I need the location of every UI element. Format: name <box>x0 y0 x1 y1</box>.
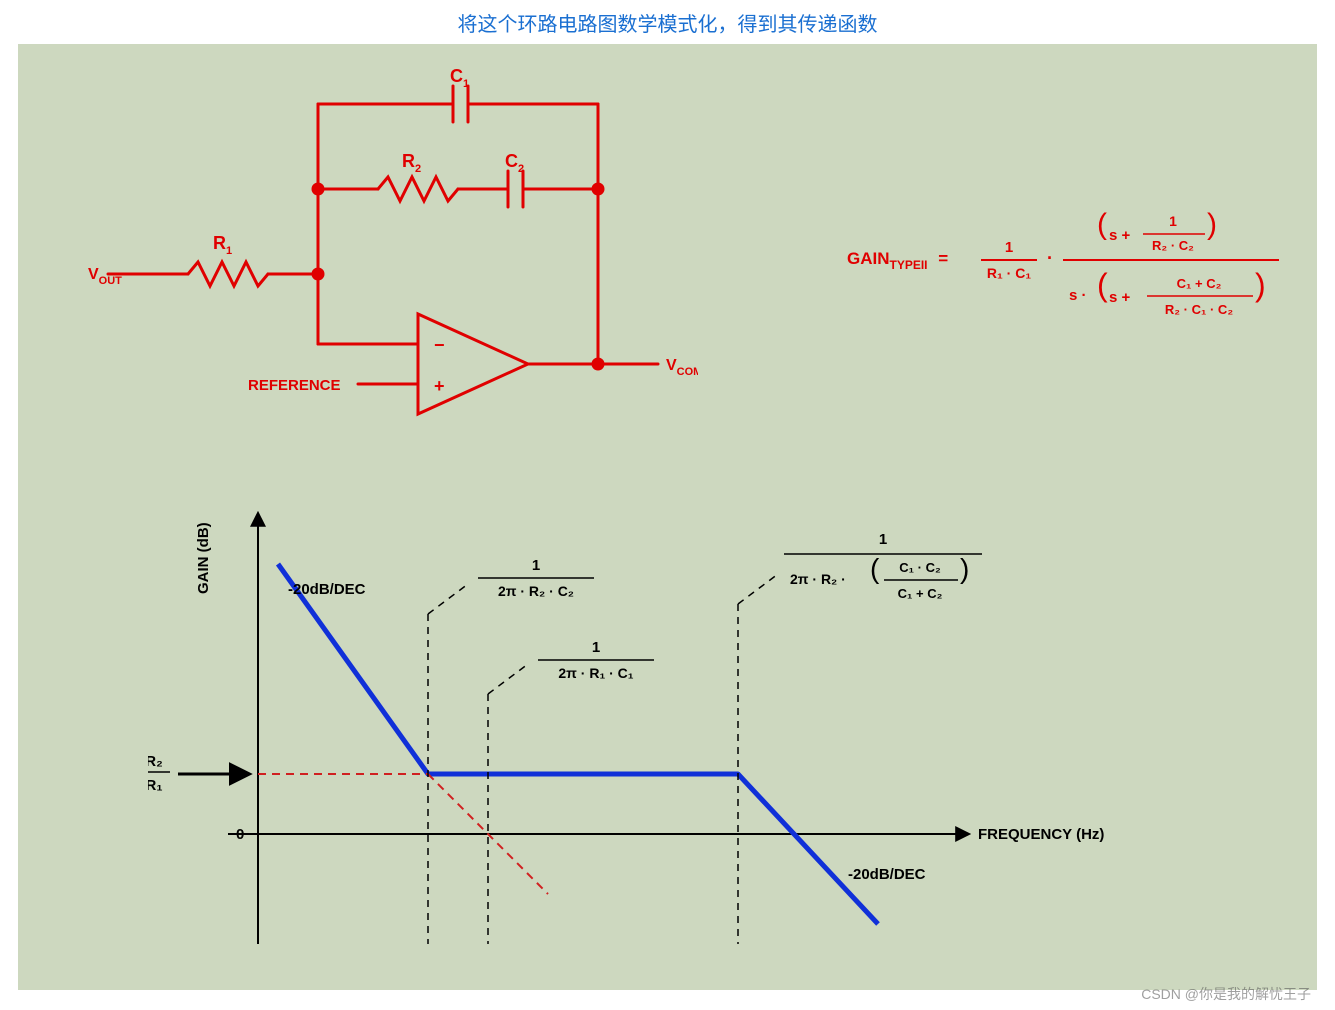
vout-sub: OUT <box>99 275 123 287</box>
svg-text:GAINTYPEII =: GAINTYPEII = <box>847 249 948 273</box>
origin-freq-num: 1 <box>592 639 600 656</box>
term1-den: R₁ · C₁ <box>987 265 1031 281</box>
pole-frac-num: C₁ · C₂ <box>899 560 941 575</box>
num-frac-num: 1 <box>1169 213 1177 229</box>
r2-sub: 2 <box>415 163 421 175</box>
den-frac-num: C₁ + C₂ <box>1177 276 1222 291</box>
gain-eq: = <box>938 249 948 268</box>
svg-text:(: ( <box>870 553 880 584</box>
svg-text:): ) <box>1207 208 1217 241</box>
c2-label: C <box>505 151 518 171</box>
origin-freq-den: 2π · R₁ · C₁ <box>558 665 633 681</box>
gain-formula: GAINTYPEII = 1 R₁ · C₁ · ( s + 1 R₂ · C₂… <box>847 164 1287 354</box>
vout-label: V <box>88 266 99 283</box>
gain-lhs-sub: TYPEII <box>890 258 928 272</box>
page-title: 将这个环路电路图数学模式化，得到其传递函数 <box>0 8 1335 37</box>
r2-label: R <box>402 151 415 171</box>
zero-freq-num: 1 <box>532 557 540 574</box>
svg-text:(: ( <box>1097 267 1108 303</box>
svg-text:R2: R2 <box>402 151 421 175</box>
vcomp-label: V <box>666 357 677 374</box>
slope-left: -20dB/DEC <box>288 581 366 598</box>
bode-plot: GAIN (dB) FREQUENCY (Hz) 0 -20dB/ <box>148 504 1248 974</box>
svg-text:): ) <box>1255 267 1266 303</box>
den-frac-den: R₂ · C₁ · C₂ <box>1165 302 1233 317</box>
circuit-diagram: − + VOUT R1 R2 C1 C2 REFERENCE VCOMP <box>58 54 698 434</box>
reference-label: REFERENCE <box>248 377 341 394</box>
svg-text:VOUT: VOUT <box>88 266 122 287</box>
gain-dot: · <box>1047 248 1053 268</box>
slope-right: -20dB/DEC <box>848 866 926 883</box>
svg-text:R1: R1 <box>213 233 232 257</box>
y-axis-label: GAIN (dB) <box>195 522 212 594</box>
num-inner-left: s + <box>1109 227 1131 244</box>
svg-text:−: − <box>434 335 445 355</box>
svg-text:+: + <box>434 376 445 396</box>
svg-text:): ) <box>960 553 969 584</box>
c1-label: C <box>450 66 463 86</box>
figure-panel: − + VOUT R1 R2 C1 C2 REFERENCE VCOMP <box>18 44 1317 990</box>
pole-den-left: 2π · R₂ · <box>790 571 846 587</box>
den-inner-left: s + <box>1109 289 1131 306</box>
num-frac-den: R₂ · C₂ <box>1152 238 1194 253</box>
c1-sub: 1 <box>463 78 469 90</box>
plateau-den: R₁ <box>148 777 163 794</box>
gain-lhs: GAIN <box>847 249 890 268</box>
vcomp-sub: COMP <box>677 366 698 378</box>
term1-num: 1 <box>1005 239 1013 256</box>
r1-sub: 1 <box>226 245 232 257</box>
x-axis-label: FREQUENCY (Hz) <box>978 826 1104 843</box>
den-outer-left: s · <box>1069 287 1087 304</box>
pole-freq-num: 1 <box>879 531 887 548</box>
zero-freq-den: 2π · R₂ · C₂ <box>498 583 574 599</box>
svg-text:VCOMP: VCOMP <box>666 357 698 378</box>
zero-label: 0 <box>236 826 244 843</box>
r1-label: R <box>213 233 226 253</box>
svg-text:(: ( <box>1097 208 1107 241</box>
c2-sub: 2 <box>518 163 524 175</box>
watermark: CSDN @你是我的解忧王子 <box>1141 984 1311 1004</box>
plateau-num: R₂ <box>148 753 163 770</box>
pole-frac-den: C₁ + C₂ <box>898 586 943 601</box>
